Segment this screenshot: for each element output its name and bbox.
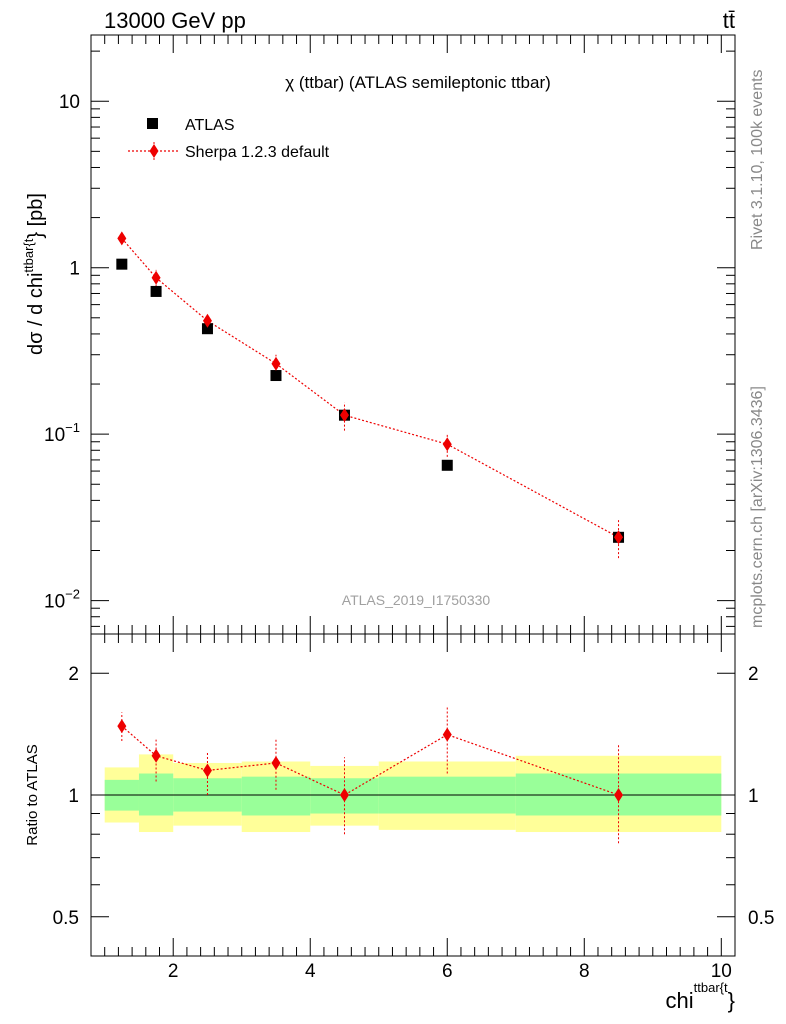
ratio-plot-area: 0.5 0.5 1 1 2 2 2 4 6 8 10	[53, 634, 774, 982]
legend-data-marker	[147, 118, 158, 129]
ratio-y-tick-label-left: 0.5	[53, 908, 79, 929]
legend-data-label: ATLAS	[185, 117, 235, 134]
main-y-tick-label-base: 10	[44, 592, 65, 613]
main-y-tick-label-exp: −2	[65, 587, 80, 602]
legend: ATLAS Sherpa 1.2.3 default	[128, 117, 330, 161]
data-point	[150, 285, 162, 297]
x-axis-label: chittbar{t}	[666, 980, 735, 1013]
mc-point	[614, 530, 624, 545]
mc-point	[339, 408, 349, 423]
analysis-watermark: ATLAS_2019_I1750330	[342, 592, 491, 608]
x-tick-label: 2	[168, 961, 179, 982]
ratio-y-tick-label-left: 1	[68, 786, 79, 807]
data-point	[201, 323, 213, 335]
mc-line	[121, 237, 619, 538]
ratio-band-inner	[241, 776, 311, 816]
ratio-mc-point	[614, 788, 624, 802]
mcplots-source-label: mcplots.cern.ch [arXiv:1306.3436]	[749, 386, 766, 628]
ratio-y-tick-label-right: 0.5	[748, 908, 774, 929]
ratio-panel: 0.5 0.5 1 1 2 2 2 4 6 8 10 Ratio to ATLAS	[24, 633, 774, 982]
main-y-tick-label-base: 1	[69, 259, 80, 280]
x-label-sup: ttbar{t	[694, 980, 728, 995]
ratio-mc-point	[202, 763, 212, 778]
main-y-tick-label: 1	[69, 259, 80, 280]
legend-mc-marker	[149, 144, 159, 158]
ratio-y-tick-label-left: 2	[68, 664, 79, 685]
ratio-frame	[90, 633, 736, 957]
data-point	[270, 370, 282, 382]
mc-point	[202, 313, 212, 328]
main-y-tick-label-exp: −1	[65, 420, 80, 435]
main-y-label-tail: } [pb]	[25, 193, 47, 239]
mc-point	[271, 356, 281, 371]
ratio-mc-point	[339, 788, 349, 802]
main-y-label-sup: ttbar{t	[21, 238, 36, 272]
x-label-tail: }	[728, 988, 735, 1013]
x-tick-label: 10	[711, 961, 732, 982]
main-y-axis-label: dσ / d chittbar{t} [pb]	[21, 193, 47, 355]
main-y-tick-label-base: 10	[44, 425, 65, 446]
x-label-main: chi	[666, 988, 694, 1013]
main-y-tick-label: 10−2	[44, 587, 80, 613]
main-y-tick-label-base: 10	[59, 92, 80, 113]
rivet-version-label: Rivet 3.1.10, 100k events	[749, 69, 766, 250]
ratio-mc-point	[151, 748, 161, 763]
x-tick-label: 8	[579, 961, 590, 982]
legend-mc-label: Sherpa 1.2.3 default	[185, 144, 330, 161]
ratio-y-tick-label-right: 2	[748, 664, 759, 685]
data-point	[116, 258, 128, 270]
chart-title: χ (ttbar) (ATLAS semileptonic ttbar)	[285, 73, 551, 92]
ratio-mc-point	[271, 755, 281, 770]
x-tick-label: 4	[305, 961, 316, 982]
ratio-y-tick-label-right: 1	[748, 786, 759, 807]
mc-point	[151, 270, 161, 285]
header-process-label: tt̄	[723, 8, 735, 33]
data-point	[441, 459, 453, 471]
main-y-tick-label: 10−1	[44, 420, 80, 446]
main-y-tick-label: 10	[59, 92, 80, 113]
x-tick-label: 6	[442, 961, 453, 982]
mc-point	[442, 437, 452, 452]
main-y-label-main: dσ / d chi	[25, 273, 47, 355]
ratio-mc-point	[117, 719, 127, 734]
ratio-mc-point	[442, 727, 452, 742]
ratio-y-axis-label: Ratio to ATLAS	[24, 744, 41, 845]
mc-point	[117, 231, 127, 246]
header-energy-label: 13000 GeV pp	[104, 8, 246, 33]
